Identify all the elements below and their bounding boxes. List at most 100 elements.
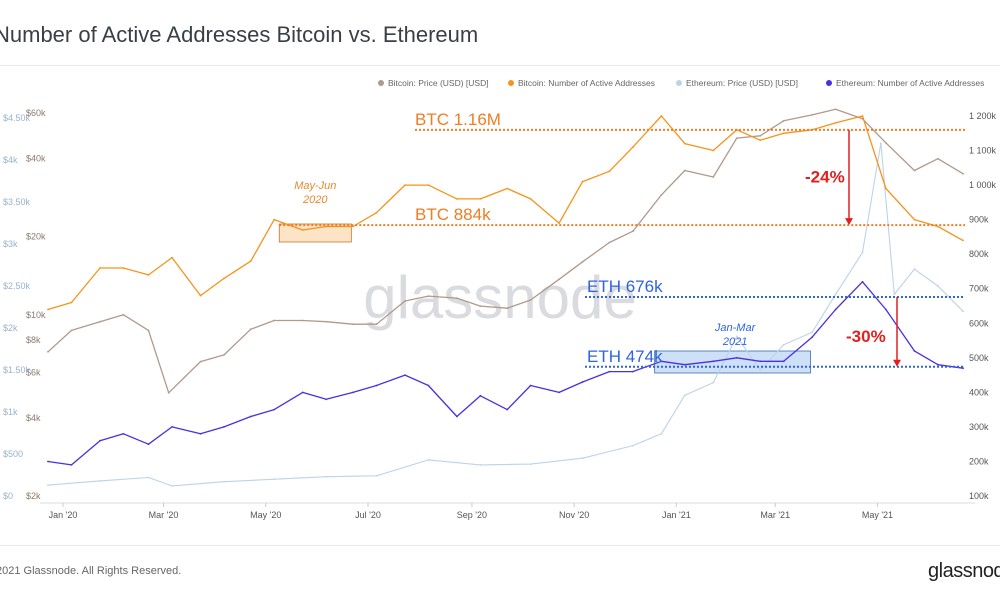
data-point [325,398,328,401]
data-point [558,222,560,225]
data-point [558,391,560,394]
data-point [529,384,532,387]
data-point [456,198,458,200]
x-tick-label: Jan '20 [49,510,78,520]
data-point [99,267,101,269]
legend-item-eth-price[interactable]: Ethereum: Price (USD) [USD] [676,78,798,88]
data-point [632,230,634,233]
data-point [70,464,73,466]
legend-item-btc-addresses[interactable]: Bitcoin: Number of Active Addresses [508,78,655,88]
data-point [375,384,378,387]
x-tick-label: Nov '20 [559,510,589,520]
data-point [325,225,328,228]
eth-price-axis-label: $2.50k [3,281,31,291]
eth-price-axis-label: $3.50k [3,197,31,207]
data-point [479,464,482,466]
data-point [712,381,715,384]
legend-swatch-icon [378,80,384,86]
data-point [147,476,150,479]
data-point [913,218,916,221]
btc-low-label: BTC 884k [415,205,491,224]
data-point [249,415,252,418]
data-point [171,256,173,259]
data-point [885,142,887,144]
right-axis-label: 1 200k [969,111,997,121]
data-point [782,360,785,363]
right-axis-label: 700k [969,284,989,294]
data-point [683,363,686,366]
data-point [913,268,916,271]
data-point [352,323,354,326]
legend-item-eth-addresses[interactable]: Ethereum: Number of Active Addresses [826,78,984,88]
data-point [199,432,202,435]
eth-price-axis-label: $0 [3,491,13,501]
data-point [759,139,762,142]
right-axis-label: 1 000k [969,180,997,190]
data-point [122,267,125,269]
data-point [811,331,814,334]
data-point [811,114,814,116]
data-point [735,137,738,140]
data-point [70,301,73,304]
data-point [506,307,509,310]
data-point [47,350,49,353]
data-point [325,320,328,323]
data-point [301,319,304,322]
data-point [861,115,864,117]
eth-price-axis-label: $4.50k [3,113,31,123]
data-point [249,328,252,331]
data-point [223,277,225,280]
right-axis-label: 800k [969,249,989,259]
data-point [581,260,584,263]
data-point [893,293,896,296]
data-point [660,360,663,363]
data-point [301,229,304,231]
page-title: Number of Active Addresses Bitcoin vs. E… [0,22,479,47]
data-point [223,354,225,356]
data-point [427,384,430,387]
x-tick-label: Jul '20 [355,510,381,520]
legend-swatch-icon [826,80,832,86]
data-point [167,391,170,394]
data-point [834,108,837,111]
watermark-text: glassnode [363,264,637,331]
data-point [608,170,611,173]
data-point [301,391,304,394]
data-point [937,285,939,287]
legend-item-btc-price[interactable]: Bitcoin: Price (USD) [USD] [378,78,489,88]
data-point [479,305,482,307]
data-point [660,194,663,196]
data-point [683,394,686,397]
data-point [506,408,509,411]
eth-drop-label: -30% [846,327,886,346]
data-point [325,475,328,478]
btc-price-axis-label: $20k [26,232,46,242]
data-point [712,149,715,152]
btc-price-line [47,108,964,394]
data-point [632,370,634,373]
data-point [683,169,686,172]
data-point [479,198,482,200]
eth-range-box [654,350,811,374]
data-point [861,251,864,254]
eth-price-axis-label: $1.50k [3,365,31,375]
data-point [99,480,101,482]
x-tick-label: Sep '20 [457,510,487,520]
data-point [352,391,354,394]
data-point [47,460,49,463]
eth-price-axis-label: $2k [3,323,18,333]
btc-high-label: BTC 1.16M [415,110,501,129]
legend-label: Bitcoin: Number of Active Addresses [518,78,656,88]
eth-price-axis-label: $3k [3,239,18,249]
eth-box-label-line2: 2021 [722,336,747,348]
brand-logo[interactable]: glassnode [928,560,1000,582]
eth-price-axis-label: $4k [3,155,18,165]
data-point [632,444,634,447]
data-point [834,293,837,296]
data-point [456,297,458,299]
eth-price-axis-label: $500 [3,449,23,459]
data-point [937,157,939,160]
data-point [660,115,663,117]
data-point [880,142,882,145]
eth-low-label: ETH 474k [587,347,663,366]
